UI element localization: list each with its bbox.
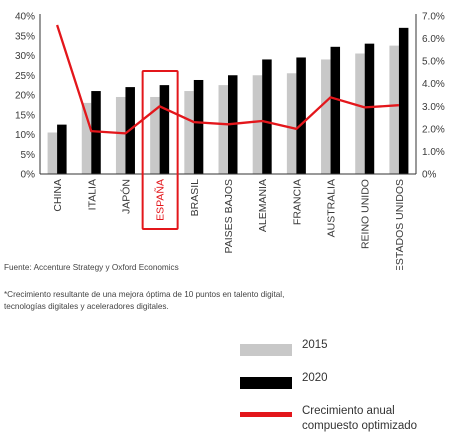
bar-2015 bbox=[389, 45, 399, 174]
category-label: ESTADOS UNIDOS bbox=[394, 179, 406, 270]
axes bbox=[39, 14, 417, 175]
chart: 0% 5% 10% 15% 20% 25% 30% 35% 40% 0% 1.0% 2.0% 3.0%… bbox=[15, 12, 445, 271]
right-tick-label: 2.0% bbox=[422, 124, 445, 135]
category-label: ALEMANIA bbox=[257, 179, 269, 232]
bar-2020 bbox=[57, 124, 67, 174]
category-label: REINO UNIDO bbox=[360, 179, 372, 249]
right-axis-ticks: 0% 1.0% 2.0% 3.0% 4.0% 5.0% 6.0% 7.0% bbox=[422, 12, 445, 181]
left-tick-label: 20% bbox=[15, 91, 35, 102]
left-tick-label: 35% bbox=[15, 31, 35, 42]
left-tick-label: 10% bbox=[15, 130, 35, 141]
legend-swatch-2020 bbox=[240, 377, 292, 389]
bar-2020 bbox=[262, 59, 272, 175]
left-tick-label: 30% bbox=[15, 51, 35, 62]
category-label: ESPAÑA bbox=[154, 179, 167, 221]
right-tick-label: 3.0% bbox=[422, 102, 445, 113]
category-label: ITALIA bbox=[86, 179, 98, 210]
legend-label-2015: 2015 bbox=[302, 339, 328, 351]
right-tick-label: 0% bbox=[422, 170, 437, 181]
bar-2015 bbox=[355, 53, 365, 174]
category-label: FRANCIA bbox=[291, 179, 303, 225]
source-note: Fuente: Accenture Strategy y Oxford Econ… bbox=[4, 263, 179, 272]
left-tick-label: 5% bbox=[21, 150, 36, 161]
left-tick-label: 15% bbox=[15, 110, 35, 121]
left-tick-label: 0% bbox=[21, 170, 36, 181]
bar-2015 bbox=[252, 75, 263, 174]
left-tick-label: 40% bbox=[15, 12, 35, 23]
legend-label-growth-line2: compuesto optimizado bbox=[302, 420, 418, 432]
bar-2015 bbox=[286, 73, 297, 174]
bar-2020 bbox=[296, 57, 306, 174]
highlight bbox=[141, 70, 179, 230]
growth-line bbox=[56, 24, 399, 135]
category-label: AUSTRALIA bbox=[326, 179, 338, 237]
right-tick-label: 6.0% bbox=[422, 34, 445, 45]
growth-line-path bbox=[56, 24, 399, 135]
bar-2020 bbox=[159, 85, 170, 174]
right-tick-label: 5.0% bbox=[422, 57, 445, 68]
legend-label-growth-line1: Crecimiento anual bbox=[302, 405, 395, 417]
right-tick-label: 1.0% bbox=[422, 147, 445, 158]
category-label: JAPÓN bbox=[119, 179, 132, 214]
bar-2020 bbox=[364, 43, 375, 175]
legend-label-2020: 2020 bbox=[302, 372, 328, 384]
bar-2015 bbox=[150, 96, 160, 174]
legend-swatch-2015 bbox=[240, 344, 292, 356]
left-axis-ticks: 0% 5% 10% 15% 20% 25% 30% 35% 40% bbox=[15, 12, 35, 181]
legend-label-growth: Crecimiento anual compuesto optimizado bbox=[302, 404, 417, 434]
legend-swatch-growth bbox=[240, 412, 292, 417]
bar-2020 bbox=[330, 46, 341, 175]
bar-2015 bbox=[47, 132, 58, 174]
footnote-line-1: *Crecimiento resultante de una mejora óp… bbox=[4, 290, 285, 299]
category-labels: CHINA ITALIA JAPÓN ESPAÑA BRASIL PAISES BAJOS… bbox=[52, 179, 406, 270]
category-label: PAISES BAJOS bbox=[223, 179, 235, 254]
left-tick-label: 25% bbox=[15, 71, 35, 82]
bar-2015 bbox=[184, 91, 194, 174]
right-tick-label: 4.0% bbox=[422, 79, 445, 90]
category-label: BRASIL bbox=[189, 179, 201, 217]
bar-2015 bbox=[81, 102, 92, 174]
bars bbox=[47, 27, 409, 175]
bar-2015 bbox=[115, 96, 126, 174]
bar-2020 bbox=[193, 79, 204, 174]
right-tick-label: 7.0% bbox=[422, 12, 445, 23]
category-label: CHINA bbox=[52, 179, 64, 212]
bar-2015 bbox=[321, 59, 331, 175]
bar-2020 bbox=[398, 27, 409, 174]
bar-2015 bbox=[218, 85, 228, 174]
highlight-box bbox=[141, 70, 179, 230]
footnote-line-2: tecnologías digitales y aceleradores dig… bbox=[4, 302, 169, 311]
